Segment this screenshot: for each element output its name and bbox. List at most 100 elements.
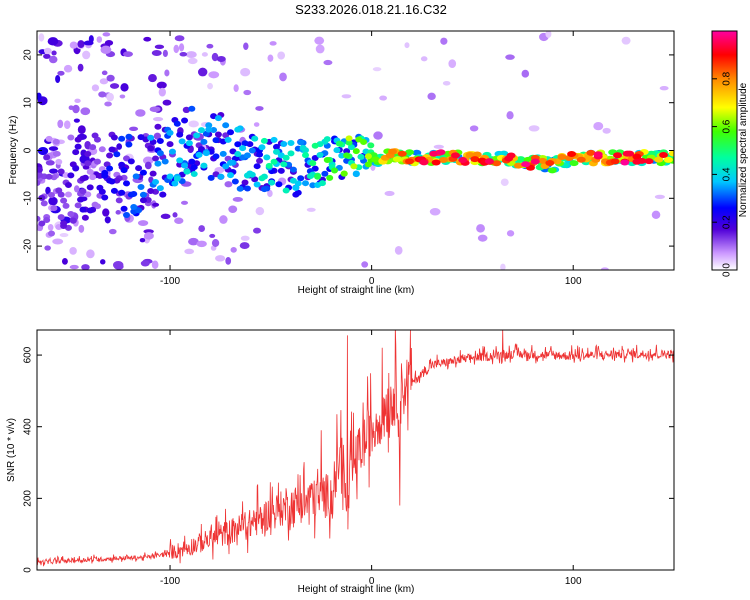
spectrogram-cell <box>57 70 65 76</box>
spectrogram-cell <box>153 117 164 122</box>
spectrogram-cell <box>99 78 109 85</box>
spectrogram-cell <box>436 149 446 156</box>
spectrogram-cell <box>316 152 324 159</box>
spectrogram-cell <box>152 178 160 185</box>
spectrogram-cell <box>323 136 331 143</box>
spectrogram-cell <box>567 151 577 158</box>
spectrogram-cell <box>156 185 164 192</box>
spectrogram-cell <box>394 245 403 255</box>
colorbar-tick-label: 0.8 <box>722 71 733 85</box>
spectrogram-cell <box>67 210 75 217</box>
spectrogram-cell <box>47 224 54 231</box>
spectrogram-cell <box>610 158 620 165</box>
spectrogram-cell <box>48 230 56 237</box>
spectrogram-cell <box>81 264 90 270</box>
spectrogram-cell <box>448 59 457 69</box>
spectrogram-cell <box>280 161 288 168</box>
spectrogram-cell <box>45 173 53 180</box>
spectrogram-cell <box>115 210 121 215</box>
spectrogram-cell <box>37 146 49 156</box>
spectrogram-cell <box>217 173 225 180</box>
spectrogram-cell <box>323 59 333 66</box>
spectrogram-cell <box>43 217 51 224</box>
spectrogram-cell <box>287 150 295 157</box>
spectrogram-cell <box>197 67 208 77</box>
spectrogram-cell <box>255 106 264 111</box>
spectrogram-cell <box>253 163 261 170</box>
colorbar-tick-label: 0.0 <box>722 263 733 277</box>
spectrogram-cell <box>100 45 112 54</box>
spectrogram-cell <box>108 178 116 185</box>
spectrogram-cell <box>195 151 203 158</box>
spectrogram-cell <box>130 203 138 210</box>
spectrogram-cell <box>282 187 290 194</box>
spectrogram-cell <box>364 161 372 168</box>
spectrogram-cell <box>190 170 198 177</box>
spectrogram-cell <box>268 179 276 186</box>
spectrogram-cell <box>372 67 382 72</box>
spectrogram-cell <box>258 175 266 182</box>
spectrogram-cell <box>156 150 164 157</box>
spectrogram-cell <box>277 51 286 60</box>
snr-series-line <box>37 330 674 567</box>
spectrogram-cell <box>289 177 297 184</box>
spectrogram-cell <box>632 153 642 160</box>
spectrogram-cell <box>108 228 117 235</box>
spectrogram-cell <box>412 149 422 156</box>
spectrogram-cell <box>143 229 154 234</box>
spectrogram-cell <box>442 81 451 86</box>
spectrogram-cell <box>96 184 104 191</box>
spectrogram-cell <box>306 207 316 212</box>
spectrogram-cell <box>224 136 232 143</box>
spectrogram-cell <box>96 172 104 179</box>
spectrogram-cell <box>545 31 552 38</box>
spectrogram-cell <box>125 141 133 148</box>
spectrogram-cell <box>207 82 213 90</box>
spectrogram-cell <box>74 202 82 209</box>
spectrogram-cell <box>200 138 208 145</box>
spectrogram-cell <box>545 159 555 166</box>
snr-y-tick-label: 400 <box>23 418 34 435</box>
spectrogram-cell <box>420 56 428 62</box>
spectrogram-cell <box>48 196 58 206</box>
spectrogram-cell <box>48 55 58 64</box>
spectrogram-cell <box>371 156 381 163</box>
spectrogram-cell <box>84 150 92 157</box>
spectrogram-cell <box>98 146 106 153</box>
spectrogram-cell <box>222 132 230 139</box>
spectrogram-cell <box>267 189 273 198</box>
spectrogram-cell <box>326 174 334 181</box>
spectrogram-cell <box>352 148 360 155</box>
spectrogram-cell <box>101 70 108 76</box>
spectrogram-cell <box>341 94 352 99</box>
spectrogram-cell <box>45 160 55 166</box>
colorbar-ticks: 0.0 0.2 0.4 0.6 0.8 <box>712 71 733 277</box>
spectrogram-cell <box>109 83 120 89</box>
spectrogram-cell <box>91 201 99 208</box>
spectrogram-cell <box>52 150 61 157</box>
spectrogram-cell <box>263 154 271 161</box>
spectrogram-cell <box>74 143 82 150</box>
spectrogram-cell <box>139 191 147 198</box>
spectrogram-cell <box>632 158 642 165</box>
spectrogram-cell <box>256 157 264 164</box>
spectrogram-cell <box>166 129 174 136</box>
spectrogram-cell <box>96 36 103 43</box>
spectrogram-cell <box>84 160 92 167</box>
spectrogram-cell <box>620 159 630 166</box>
spectrogram-cell <box>272 148 280 155</box>
spectrogram-cell <box>343 148 351 155</box>
spectrogram-cell <box>160 213 171 220</box>
spectrogram-cell <box>137 183 145 190</box>
spectrogram-cell <box>530 158 540 165</box>
snr-y-label: SNR (10 * v/v) <box>6 418 17 482</box>
spectrogram-cell <box>101 194 109 201</box>
spectrogram-cell <box>593 151 603 158</box>
spectrogram-cell <box>222 163 230 170</box>
colorbar-tick-label: 0.2 <box>722 215 733 229</box>
spectrogram-cell <box>613 152 623 159</box>
spectrogram-cell <box>500 263 506 270</box>
spectrogram-cell <box>477 234 488 242</box>
spectrogram-cell <box>433 144 444 149</box>
